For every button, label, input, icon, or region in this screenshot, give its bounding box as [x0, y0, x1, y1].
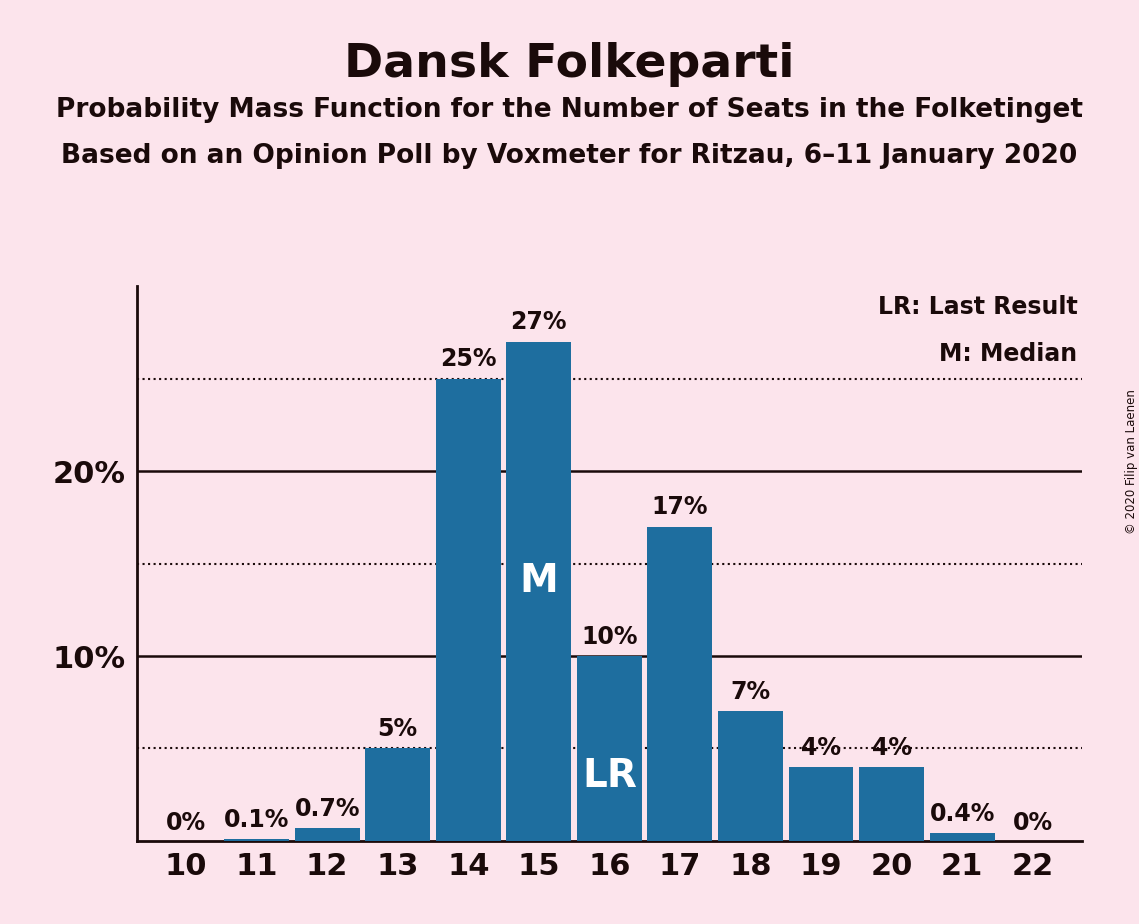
- Text: 27%: 27%: [510, 310, 567, 334]
- Bar: [929, 833, 994, 841]
- Bar: [577, 656, 641, 841]
- Bar: [647, 527, 712, 841]
- Bar: [366, 748, 431, 841]
- Bar: [295, 828, 360, 841]
- Bar: [436, 379, 501, 841]
- Text: 10%: 10%: [581, 625, 638, 649]
- Text: © 2020 Filip van Laenen: © 2020 Filip van Laenen: [1124, 390, 1138, 534]
- Bar: [788, 767, 853, 841]
- Text: Dansk Folkeparti: Dansk Folkeparti: [344, 42, 795, 87]
- Text: 4%: 4%: [871, 736, 911, 760]
- Bar: [718, 711, 782, 841]
- Text: 5%: 5%: [378, 717, 418, 741]
- Text: 17%: 17%: [652, 495, 708, 519]
- Text: 4%: 4%: [801, 736, 841, 760]
- Bar: [507, 342, 572, 841]
- Text: 25%: 25%: [440, 347, 497, 371]
- Text: 0%: 0%: [1013, 811, 1052, 835]
- Text: M: M: [519, 563, 558, 601]
- Text: Based on an Opinion Poll by Voxmeter for Ritzau, 6–11 January 2020: Based on an Opinion Poll by Voxmeter for…: [62, 143, 1077, 169]
- Text: 0.1%: 0.1%: [224, 808, 289, 832]
- Text: LR: Last Result: LR: Last Result: [877, 295, 1077, 319]
- Text: LR: LR: [582, 757, 637, 796]
- Text: 0.7%: 0.7%: [294, 796, 360, 821]
- Text: 0.4%: 0.4%: [929, 802, 994, 826]
- Bar: [224, 839, 289, 841]
- Text: Probability Mass Function for the Number of Seats in the Folketinget: Probability Mass Function for the Number…: [56, 97, 1083, 123]
- Text: 0%: 0%: [166, 811, 206, 835]
- Bar: [859, 767, 924, 841]
- Text: M: Median: M: Median: [940, 342, 1077, 366]
- Text: 7%: 7%: [730, 680, 770, 704]
